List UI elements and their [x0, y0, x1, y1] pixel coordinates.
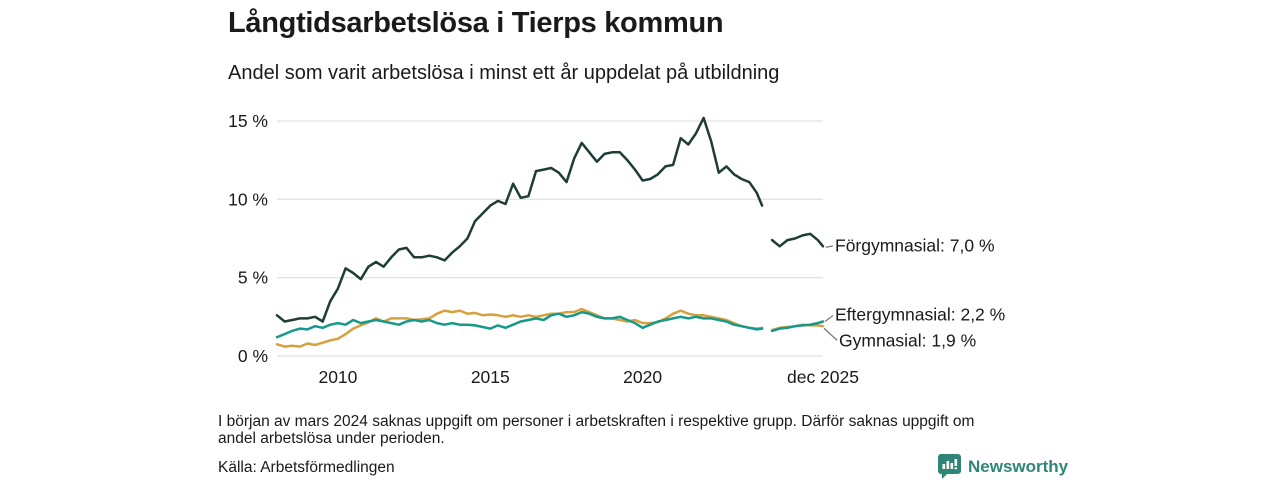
x-axis-tick-label: dec 2025 — [787, 367, 859, 387]
y-axis-tick-label: 5 % — [238, 268, 268, 288]
series-label-forgymnasial: Förgymnasial: 7,0 % — [835, 235, 995, 256]
label-connector-eftergymnasial — [824, 315, 834, 323]
footnote: I början av mars 2024 saknas uppgift om … — [218, 413, 975, 447]
page-title: Långtidsarbetslösa i Tierps kommun — [228, 7, 724, 39]
y-axis-tick-label: 0 % — [238, 346, 268, 366]
series-line-förgymnasial — [275, 116, 825, 323]
series-label-eftergymnasial: Eftergymnasial: 2,2 % — [835, 304, 1006, 325]
series-line-eftergymnasial — [275, 310, 825, 339]
footnote-line-1: I början av mars 2024 saknas uppgift om … — [218, 413, 975, 430]
newsworthy-logo: Newsworthy — [938, 454, 1068, 479]
label-connector-förgymnasial — [825, 245, 834, 248]
x-axis-tick-label: 2010 — [318, 367, 357, 387]
newsworthy-icon — [938, 454, 961, 479]
x-axis-tick-label: 2020 — [623, 367, 662, 387]
source-label: Källa: Arbetsförmedlingen — [218, 459, 395, 476]
x-axis-tick-label: 2015 — [471, 367, 510, 387]
y-axis-tick-label: 15 % — [228, 111, 268, 131]
page-subtitle: Andel som varit arbetslösa i minst ett å… — [228, 62, 780, 84]
label-connector-gymnasial — [823, 327, 838, 341]
y-axis-tick-label: 10 % — [228, 189, 268, 209]
footnote-line-2: andel arbetslösa under perioden. — [218, 429, 445, 447]
series-label-gymnasial: Gymnasial: 1,9 % — [839, 330, 977, 351]
newsworthy-wordmark: Newsworthy — [968, 456, 1069, 476]
